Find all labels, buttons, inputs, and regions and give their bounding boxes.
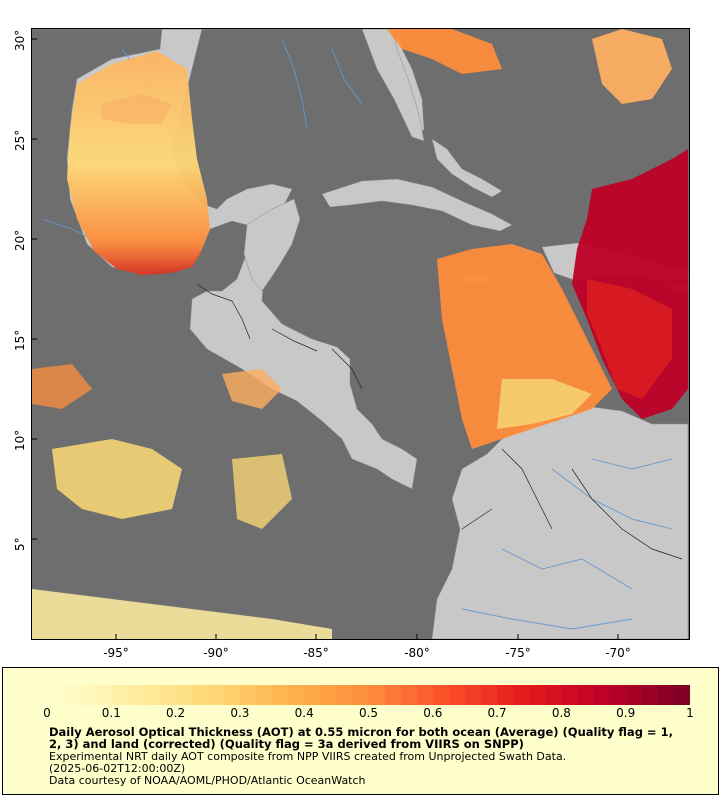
- colorbar-tick-label: 0.7: [487, 706, 507, 720]
- aot-layer: [32, 29, 688, 639]
- legend-description: Experimental NRT daily AOT composite fro…: [49, 750, 567, 763]
- tick-marks: [32, 38, 619, 639]
- colorbar-segment: [657, 685, 675, 705]
- colorbar-segment: [111, 685, 128, 705]
- colorbar-tick-label: 0.5: [358, 706, 379, 720]
- legend-date: (2025-06-02T12:00:00Z): [49, 762, 186, 775]
- colorbar-segment: [175, 685, 193, 705]
- colorbar-segment: [529, 685, 546, 705]
- colorbar-tick-label: 0.8: [551, 706, 571, 720]
- colorbar-segment: [400, 685, 418, 705]
- colorbar-segment: [384, 685, 402, 705]
- colorbar-tick-label: 1: [686, 706, 694, 720]
- colorbar-segment: [47, 685, 64, 705]
- aot-north-atlantic: [592, 29, 672, 104]
- map-canvas: [32, 29, 689, 639]
- colorbar-segment: [432, 685, 450, 705]
- colorbar-segment: [416, 685, 434, 705]
- colorbar-segment: [159, 685, 177, 705]
- border-layer: [196, 283, 683, 560]
- colorbar-segment: [593, 685, 611, 705]
- colorbar-segment: [561, 685, 579, 705]
- aot-pacific-patches-5: [222, 369, 282, 409]
- colorbar-segment: [63, 685, 80, 705]
- colorbar-segment: [272, 685, 289, 705]
- colorbar-tick-label: 0.3: [230, 706, 250, 720]
- colorbar-segment: [127, 685, 145, 705]
- colorbar-segment: [464, 685, 482, 705]
- lat-tick-5: 5°: [13, 537, 27, 551]
- colorbar-segment: [481, 685, 498, 705]
- lat-tick-30: 30°: [13, 29, 27, 51]
- colorbar-tick-label: 0.4: [294, 706, 314, 720]
- colorbar-segment: [497, 685, 514, 705]
- colorbar-segment: [352, 685, 370, 705]
- colorbar-tick-label: 0: [43, 706, 51, 720]
- aot-pacific-patches-1: [52, 439, 182, 519]
- lon-tick-70: -70°: [605, 646, 631, 660]
- aot-gulf-haze: [102, 94, 172, 124]
- land-yucatan: [243, 198, 301, 292]
- lat-tick-25: 25°: [13, 129, 27, 151]
- colorbar-tick-label: 0.6: [423, 706, 443, 720]
- colorbar: [47, 685, 690, 705]
- colorbar-segment: [239, 685, 257, 705]
- colorbar-segment: [79, 685, 96, 705]
- colorbar-segment: [304, 685, 321, 705]
- land-cuba: [321, 178, 513, 232]
- colorbar-segment: [320, 685, 337, 705]
- colorbar-segment: [336, 685, 354, 705]
- colorbar-segment: [368, 685, 386, 705]
- colorbar-segment: [577, 685, 595, 705]
- aot-northeast-patches: [387, 29, 502, 74]
- colorbar-segment: [609, 685, 627, 705]
- lon-tick-75: -75°: [505, 646, 531, 660]
- colorbar-segment: [625, 685, 643, 705]
- legend-panel: 0 0.1 0.2 0.3 0.4 0.5 0.6 0.7 0.8 0.9 1 Daily Aero…: [2, 667, 719, 795]
- legend-title: Daily Aerosol Optical Thickness (AOT) at…: [49, 725, 673, 751]
- lat-tick-15: 15°: [13, 329, 27, 351]
- colorbar-segment: [288, 685, 305, 705]
- lon-tick-90: -90°: [203, 646, 229, 660]
- colorbar-segment: [191, 685, 209, 705]
- colorbar-segment: [545, 685, 562, 705]
- map-panel: [31, 28, 690, 640]
- aot-pacific-patches-3: [32, 589, 332, 639]
- colorbar-segment: [513, 685, 530, 705]
- aot-pacific-patches-2: [232, 454, 292, 529]
- aot-pacific-patches-4: [32, 364, 92, 409]
- lat-tick-10: 10°: [13, 429, 27, 451]
- aot-caribbean-east-mid: [587, 279, 672, 399]
- colorbar-segment: [673, 685, 690, 705]
- colorbar-tick-label: 0.9: [616, 706, 636, 720]
- colorbar-segment: [207, 685, 225, 705]
- lon-tick-95: -95°: [103, 646, 129, 660]
- colorbar-segment: [255, 685, 273, 705]
- lat-tick-20: 20°: [13, 229, 27, 251]
- colorbar-tick-label: 0.1: [101, 706, 121, 720]
- colorbar-segment: [448, 685, 466, 705]
- colorbar-segment: [641, 685, 659, 705]
- colorbar-tick-label: 0.2: [166, 706, 186, 720]
- land-bahamas: [431, 138, 503, 198]
- lon-tick-80: -80°: [404, 646, 430, 660]
- colorbar-segment: [143, 685, 161, 705]
- legend-credit: Data courtesy of NOAA/AOML/PHOD/Atlantic…: [49, 774, 366, 787]
- colorbar-segment: [223, 685, 241, 705]
- colorbar-segment: [95, 685, 112, 705]
- lon-tick-85: -85°: [303, 646, 329, 660]
- aot-caribbean-light: [497, 379, 592, 429]
